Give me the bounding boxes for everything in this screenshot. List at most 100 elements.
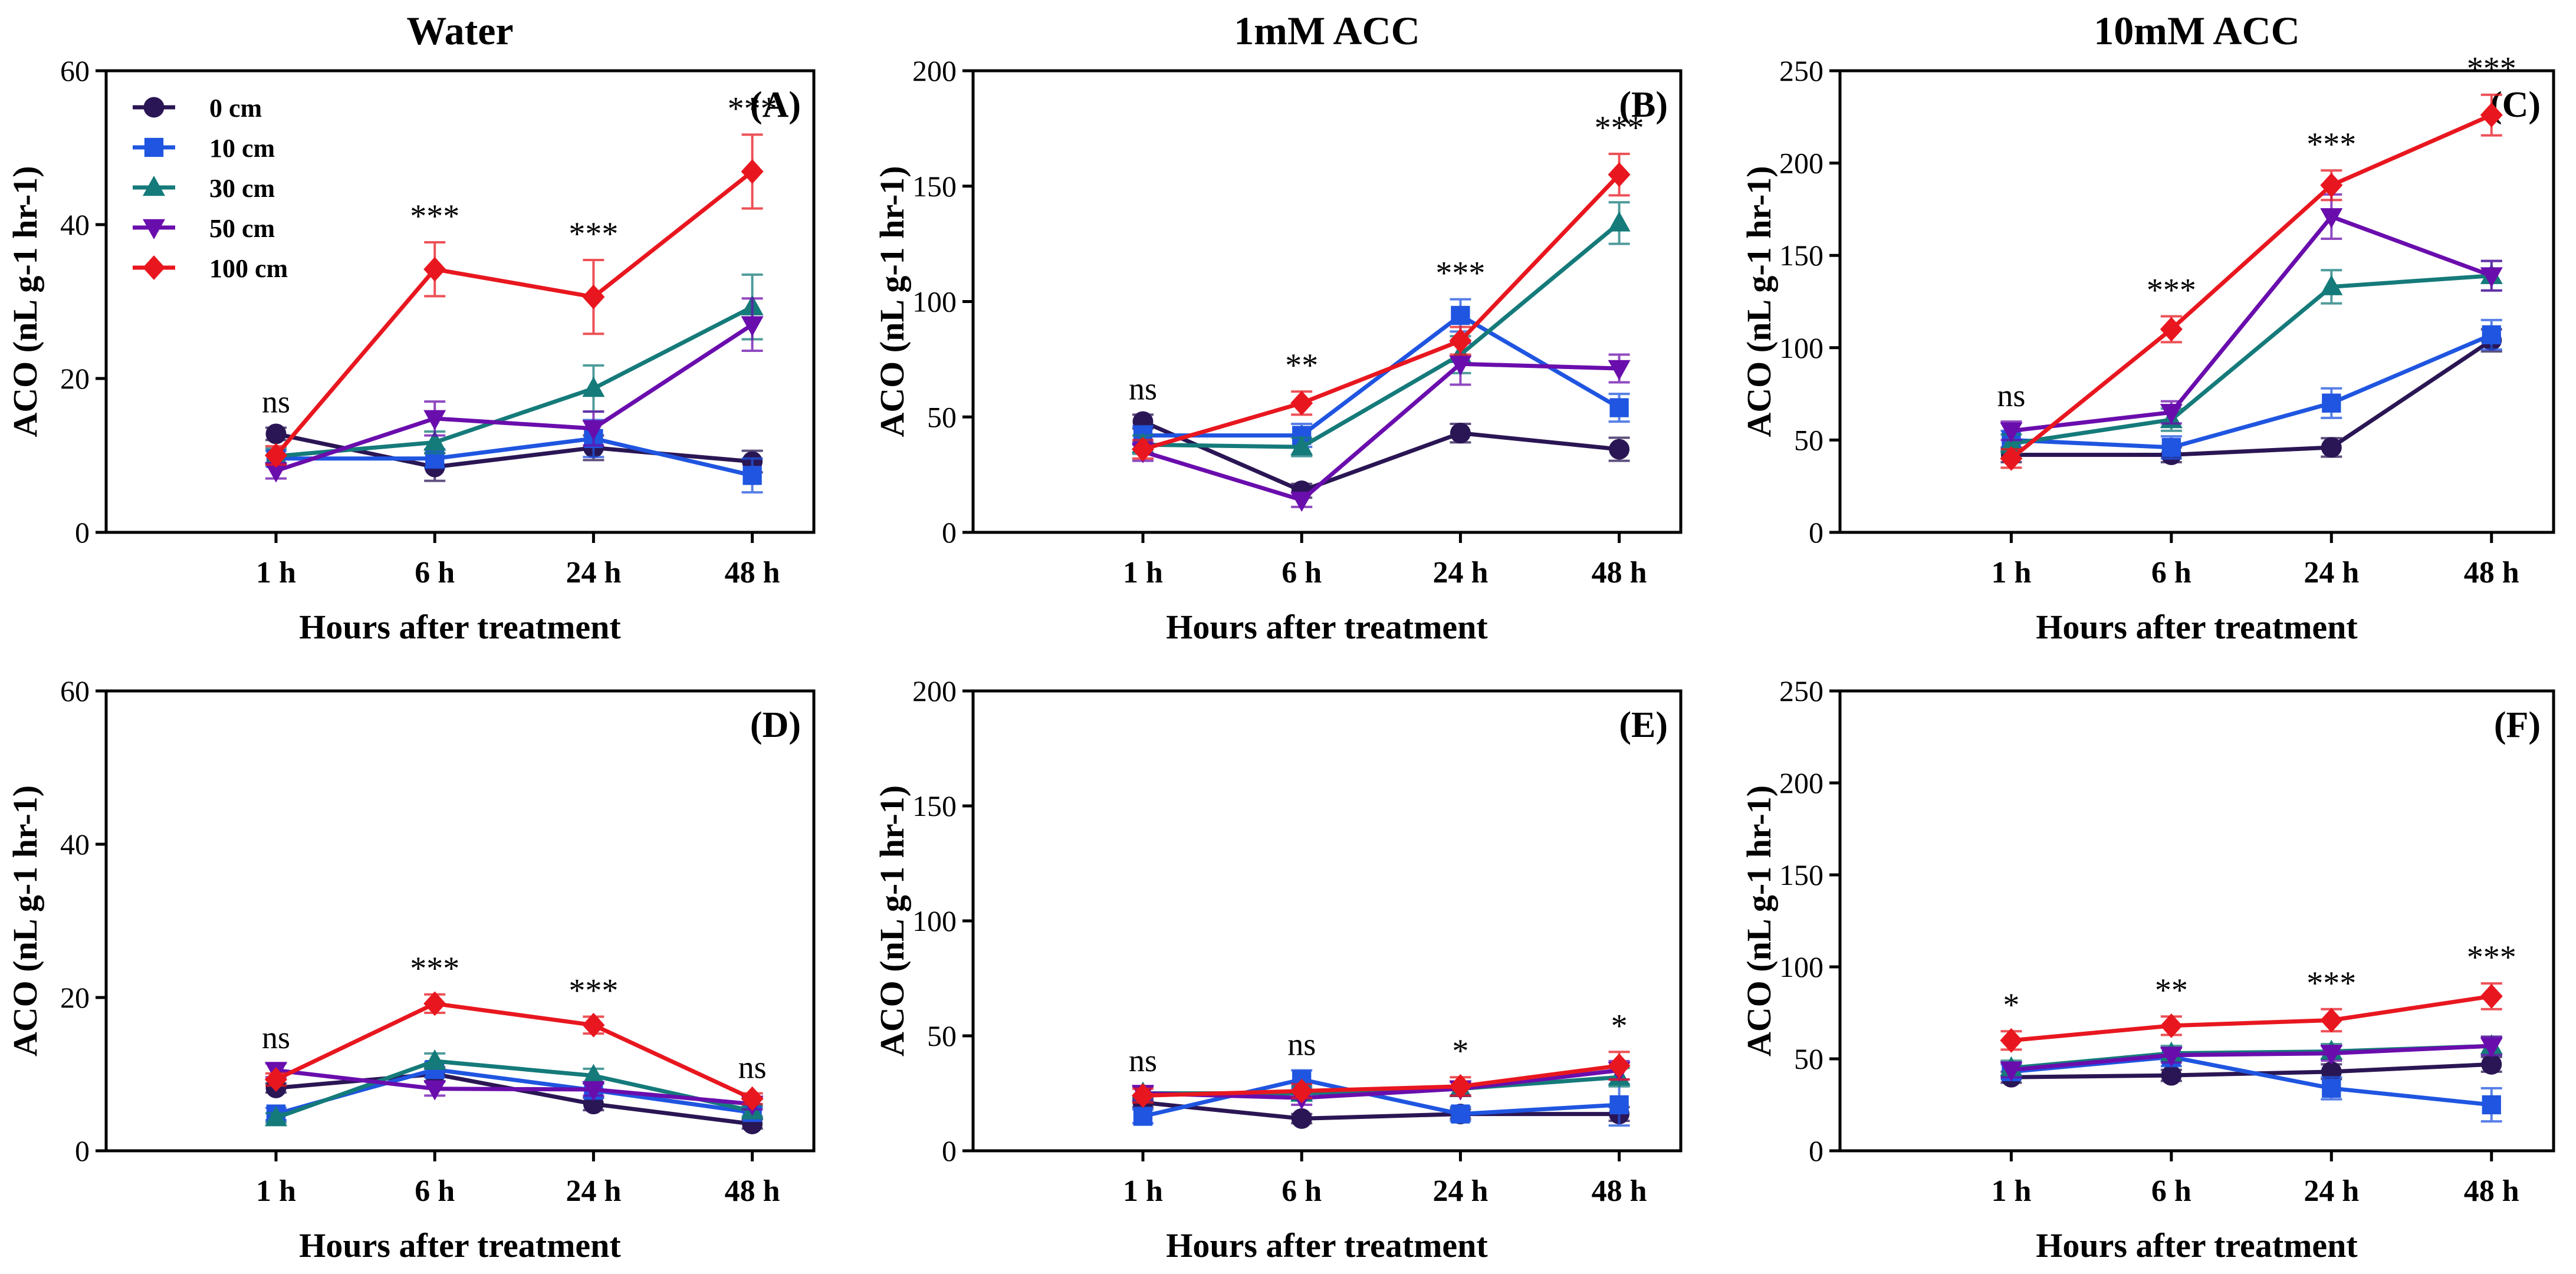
data-point xyxy=(1609,1095,1629,1115)
data-point xyxy=(2161,1065,2182,1086)
series-0-cm xyxy=(1132,411,1630,502)
y-tick-label: 50 xyxy=(1794,1042,1823,1075)
data-point xyxy=(2321,437,2342,458)
data-point xyxy=(2000,422,2023,443)
x-tick-label: 6 h xyxy=(415,556,455,590)
y-tick-label: 150 xyxy=(1779,858,1823,891)
legend-marker xyxy=(143,255,165,280)
data-point xyxy=(423,256,446,282)
series-50-cm xyxy=(2000,1035,2503,1082)
series-line xyxy=(1142,221,1621,449)
data-point xyxy=(582,377,605,397)
significance-label: *** xyxy=(569,216,618,252)
y-tick-label: 50 xyxy=(927,400,957,433)
data-point xyxy=(1133,1107,1153,1126)
panel-letter: (A) xyxy=(750,85,801,125)
series-line xyxy=(1142,1064,1620,1098)
data-point xyxy=(2160,317,2183,342)
x-tick-label: 6 h xyxy=(1282,1174,1322,1208)
data-point xyxy=(2160,1046,2183,1067)
panel-letter: (E) xyxy=(1619,705,1668,745)
series-line xyxy=(2011,994,2492,1043)
y-tick-label: 0 xyxy=(1809,516,1823,549)
x-tick-label: 24 h xyxy=(1432,556,1488,590)
legend-label: 50 cm xyxy=(209,214,275,243)
x-axis-label: Hours after treatment xyxy=(1166,608,1488,646)
x-tick-label: 1 h xyxy=(1991,556,2031,590)
series-line xyxy=(1142,419,1619,493)
x-tick-label: 48 h xyxy=(1592,556,1647,590)
chart-panel-f: 0 50 100 150 200 250 1 h 6 h 24 h 48 h Hours after… xyxy=(1740,674,2555,1265)
data-point xyxy=(582,1012,605,1038)
panel-letter: (F) xyxy=(2494,705,2541,745)
data-point xyxy=(2000,446,2023,471)
significance-label: ns xyxy=(1129,1043,1157,1078)
series-line xyxy=(275,305,754,459)
y-tick-label: 250 xyxy=(1779,54,1823,87)
plot-frame xyxy=(104,689,816,1153)
significance-label: *** xyxy=(2467,51,2516,87)
data-point xyxy=(265,1067,287,1092)
data-point xyxy=(582,1064,605,1084)
y-tick-label: 0 xyxy=(75,1134,90,1167)
data-point xyxy=(423,1080,446,1101)
x-tick-label: 6 h xyxy=(415,1174,455,1208)
significance-label: ** xyxy=(2155,972,2188,1009)
plot-frame xyxy=(1838,689,2555,1153)
y-tick-label: 40 xyxy=(60,828,90,861)
data-point xyxy=(265,1106,287,1127)
y-tick-label: 150 xyxy=(912,789,957,822)
x-tick-label: 6 h xyxy=(2151,1174,2191,1208)
y-tick-label: 20 xyxy=(60,362,90,395)
y-tick-label: 150 xyxy=(912,170,957,203)
chart-panel-e: 0 50 100 150 200 1 h 6 h 24 h 48 h Hours after tr… xyxy=(873,674,1683,1265)
series-line xyxy=(2010,214,2492,433)
significance-label: *** xyxy=(728,90,777,127)
x-tick-label: 48 h xyxy=(1592,1174,1647,1208)
legend-marker xyxy=(143,97,165,118)
series-line xyxy=(2011,1043,2492,1072)
significance-label: *** xyxy=(2467,939,2516,976)
series-line xyxy=(275,1067,753,1116)
series-line xyxy=(275,1068,753,1107)
y-tick-label: 60 xyxy=(60,674,90,707)
y-tick-label: 150 xyxy=(1779,239,1823,272)
x-axis-label: Hours after treatment xyxy=(2036,1226,2358,1265)
series-100-cm xyxy=(2000,93,2503,471)
y-tick-label: 100 xyxy=(912,285,957,318)
x-tick-label: 24 h xyxy=(566,1174,621,1208)
data-point xyxy=(582,1081,605,1101)
data-point xyxy=(2000,1061,2023,1082)
y-tick-label: 40 xyxy=(60,208,90,241)
series-100-cm xyxy=(265,133,764,468)
significance-label: ns xyxy=(262,1020,290,1055)
x-tick-label: 24 h xyxy=(2304,556,2359,590)
significance-label: *** xyxy=(569,973,618,1009)
data-point xyxy=(2480,984,2503,1009)
x-axis-label: Hours after treatment xyxy=(299,1226,621,1265)
series-line xyxy=(1142,1077,1619,1118)
data-point xyxy=(1608,211,1631,232)
series-line xyxy=(276,436,753,478)
significance-label: ns xyxy=(1287,1027,1316,1062)
y-tick-label: 250 xyxy=(1779,674,1823,707)
y-tick-label: 0 xyxy=(75,516,90,549)
plot-frame xyxy=(971,69,1683,534)
y-tick-label: 50 xyxy=(1794,423,1823,456)
significance-label: ns xyxy=(1129,371,1157,406)
series-100-cm xyxy=(2000,982,2503,1053)
data-point xyxy=(423,1049,446,1070)
series-line xyxy=(2010,274,2492,446)
data-point xyxy=(2320,1008,2343,1033)
data-point xyxy=(265,443,287,468)
x-tick-label: 48 h xyxy=(2464,1174,2519,1208)
x-tick-label: 1 h xyxy=(256,1174,296,1208)
y-tick-label: 200 xyxy=(1779,766,1823,799)
data-point xyxy=(2480,103,2503,128)
panel-letter: (D) xyxy=(750,705,801,745)
x-tick-label: 6 h xyxy=(2151,556,2191,590)
data-point xyxy=(1608,1053,1631,1078)
data-point xyxy=(2160,404,2183,424)
series-line xyxy=(274,170,754,457)
data-point xyxy=(2481,1054,2502,1075)
